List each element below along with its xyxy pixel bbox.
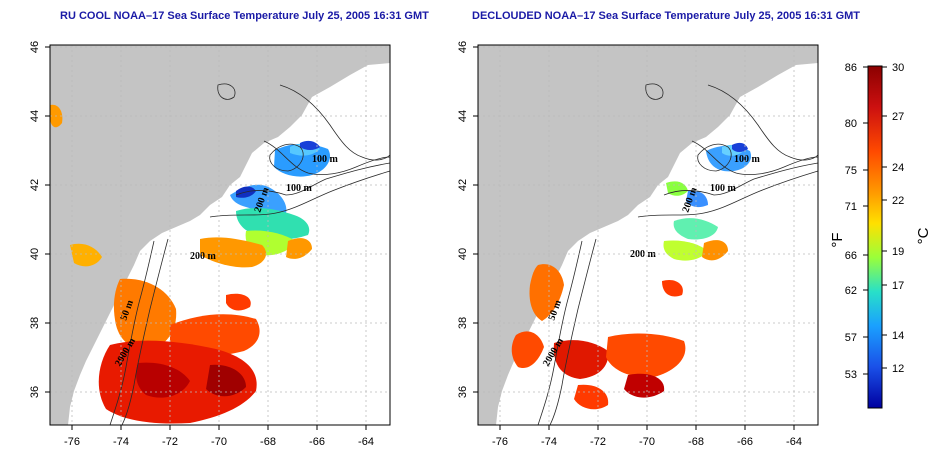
left-lon-tick-66: -66 bbox=[309, 436, 325, 448]
left-label-100m-north: 100 m bbox=[312, 154, 339, 165]
right-lon-tick-74: -74 bbox=[541, 436, 557, 448]
right-lat-tick-36: 36 bbox=[457, 386, 469, 398]
left-gridlines bbox=[50, 45, 390, 425]
right-lon-tick-66: -66 bbox=[737, 436, 753, 448]
colorbar-f-66: 66 bbox=[845, 250, 857, 262]
colorbar-c-19: 19 bbox=[892, 246, 904, 258]
right-lat-tick-40: 40 bbox=[457, 248, 469, 260]
right-lon-tick-70: -70 bbox=[639, 436, 655, 448]
right-lon-tick-68: -68 bbox=[688, 436, 704, 448]
colorbar-gradient bbox=[867, 65, 883, 409]
left-lat-tick-42: 42 bbox=[29, 179, 41, 191]
right-gridlines bbox=[478, 45, 818, 425]
colorbar-c-27: 27 bbox=[892, 111, 904, 123]
right-map-frame bbox=[477, 44, 819, 426]
right-lat-tick-46: 46 bbox=[457, 41, 469, 53]
right-lat-tick-38: 38 bbox=[457, 317, 469, 329]
right-map-panel: 100 m 100 m 200 m 200 m 50 m 2000 m bbox=[457, 41, 819, 448]
right-lon-tick-64: -64 bbox=[786, 436, 802, 448]
left-map-title: RU COOL NOAA–17 Sea Surface Temperature … bbox=[60, 10, 429, 22]
colorbar-f-57: 57 bbox=[845, 332, 857, 344]
left-lon-tick-68: -68 bbox=[260, 436, 276, 448]
left-lon-tick-74: -74 bbox=[113, 436, 129, 448]
celsius-unit-label: °C bbox=[915, 227, 932, 244]
left-map-frame bbox=[49, 44, 391, 426]
colorbar-f-86: 86 bbox=[845, 62, 857, 74]
right-lon-tick-76: -76 bbox=[492, 436, 508, 448]
right-lat-tick-42: 42 bbox=[457, 179, 469, 191]
fahrenheit-unit-label: °F bbox=[829, 232, 846, 247]
right-map-title: DECLOUDED NOAA–17 Sea Surface Temperatur… bbox=[472, 10, 861, 22]
left-lat-tick-44: 44 bbox=[29, 110, 41, 122]
right-lon-tick-72: -72 bbox=[590, 436, 606, 448]
right-label-200m-west: 200 m bbox=[630, 249, 657, 260]
left-map-panel: 100 m 100 m 200 m 200 m 50 m 2000 m bbox=[29, 41, 391, 448]
right-lat-tick-44: 44 bbox=[457, 110, 469, 122]
left-lat-tick-36: 36 bbox=[29, 386, 41, 398]
temperature-colorbar: 86 80 75 71 66 62 57 53 30 27 24 22 19 1… bbox=[829, 62, 932, 409]
left-lat-tick-38: 38 bbox=[29, 317, 41, 329]
colorbar-f-62: 62 bbox=[845, 285, 857, 297]
left-label-200m-west: 200 m bbox=[190, 251, 217, 262]
colorbar-f-53: 53 bbox=[845, 369, 857, 381]
colorbar-f-75: 75 bbox=[845, 165, 857, 177]
left-lon-tick-72: -72 bbox=[162, 436, 178, 448]
colorbar-f-80: 80 bbox=[845, 118, 857, 130]
colorbar-c-12: 12 bbox=[892, 363, 904, 375]
colorbar-f-71: 71 bbox=[845, 201, 857, 213]
right-label-100m-center: 100 m bbox=[710, 183, 737, 194]
left-lat-tick-40: 40 bbox=[29, 248, 41, 260]
left-lat-tick-46: 46 bbox=[29, 41, 41, 53]
colorbar-c-17: 17 bbox=[892, 280, 904, 292]
colorbar-c-24: 24 bbox=[892, 162, 904, 174]
right-label-100m-north: 100 m bbox=[734, 154, 761, 165]
left-lon-tick-76: -76 bbox=[64, 436, 80, 448]
left-lon-tick-70: -70 bbox=[211, 436, 227, 448]
left-lon-tick-64: -64 bbox=[358, 436, 374, 448]
left-label-100m-center: 100 m bbox=[286, 183, 313, 194]
colorbar-c-22: 22 bbox=[892, 195, 904, 207]
colorbar-c-30: 30 bbox=[892, 62, 904, 74]
colorbar-c-14: 14 bbox=[892, 330, 904, 342]
